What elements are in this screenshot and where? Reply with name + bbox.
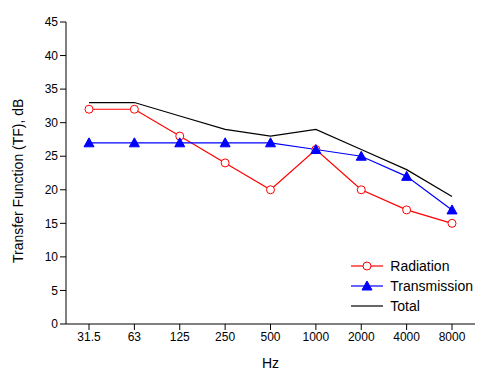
svg-text:4000: 4000	[393, 330, 420, 344]
svg-text:500: 500	[260, 330, 280, 344]
svg-text:1000: 1000	[303, 330, 330, 344]
svg-text:10: 10	[45, 250, 59, 264]
svg-text:Transfer Function (TF), dB: Transfer Function (TF), dB	[10, 99, 26, 263]
svg-text:125: 125	[170, 330, 190, 344]
svg-text:2000: 2000	[348, 330, 375, 344]
svg-text:15: 15	[45, 217, 59, 231]
svg-text:25: 25	[45, 149, 59, 163]
html-text:Radiation: Radiation	[390, 258, 450, 274]
svg-text:31.5: 31.5	[77, 330, 101, 344]
html-text:Total: Total	[390, 298, 420, 314]
svg-text:5: 5	[51, 284, 58, 298]
svg-text:8000: 8000	[439, 330, 466, 344]
svg-text:30: 30	[45, 116, 59, 130]
svg-text:20: 20	[45, 183, 59, 197]
svg-text:Hz: Hz	[262, 355, 279, 371]
svg-text:35: 35	[45, 82, 59, 96]
svg-text:45: 45	[45, 15, 59, 29]
svg-text:40: 40	[45, 49, 59, 63]
svg-text:0: 0	[51, 317, 58, 331]
html-text:Transmission: Transmission	[390, 278, 473, 294]
svg-text:63: 63	[128, 330, 142, 344]
svg-text:250: 250	[215, 330, 235, 344]
